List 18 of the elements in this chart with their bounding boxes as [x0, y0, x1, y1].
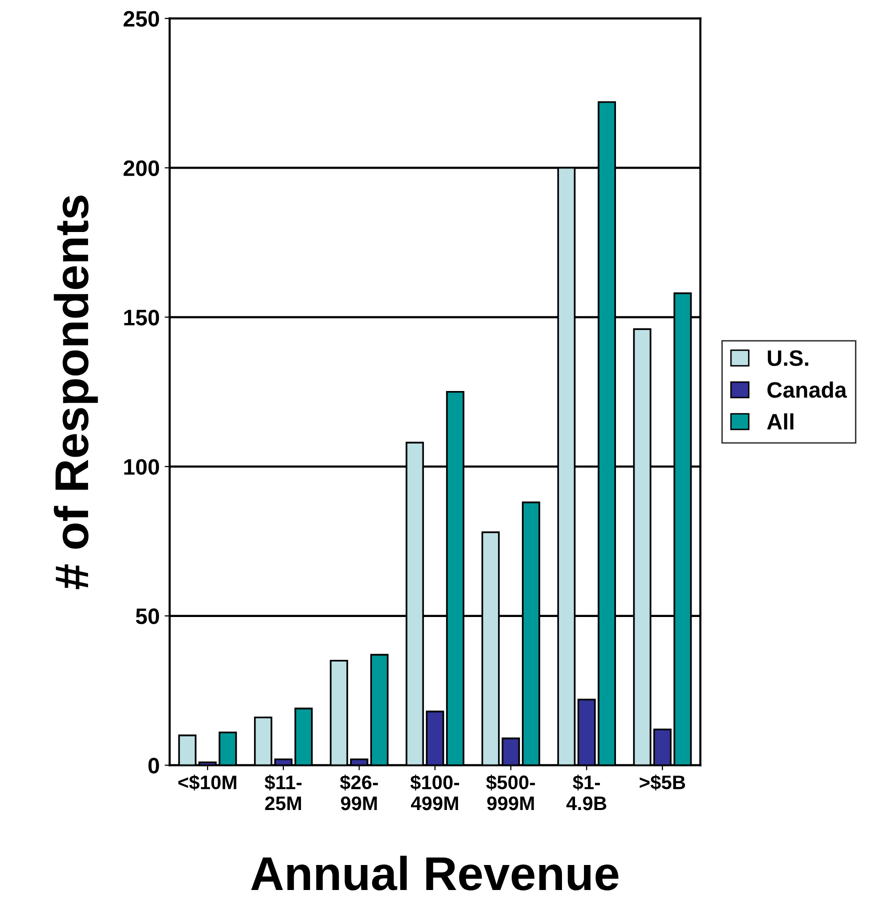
- y-tick-label: 100: [124, 459, 160, 475]
- x-tick-label: $1- 4.9B: [566, 774, 606, 810]
- y-axis-title: # of Respondents: [54, 196, 98, 590]
- y-tick-label: 0: [148, 758, 160, 774]
- legend-label: All: [767, 413, 794, 430]
- legend-label: U.S.: [768, 350, 808, 366]
- x-tick-label: $500- 999M: [486, 774, 535, 810]
- x-tick-label: <$10M: [178, 774, 236, 791]
- legend-label: Canada: [767, 381, 847, 398]
- x-tick-label: $26- 99M: [340, 774, 378, 810]
- y-tick-label: 250: [124, 10, 160, 27]
- x-tick-label: >$5B: [640, 774, 686, 791]
- y-tick-label: 200: [124, 160, 160, 176]
- x-axis-title: Annual Revenue: [251, 856, 618, 890]
- x-tick-label: $11- 25M: [264, 774, 302, 810]
- y-tick-label: 150: [124, 310, 160, 326]
- y-tick-label: 50: [136, 608, 160, 624]
- x-tick-label: $100- 499M: [410, 774, 460, 810]
